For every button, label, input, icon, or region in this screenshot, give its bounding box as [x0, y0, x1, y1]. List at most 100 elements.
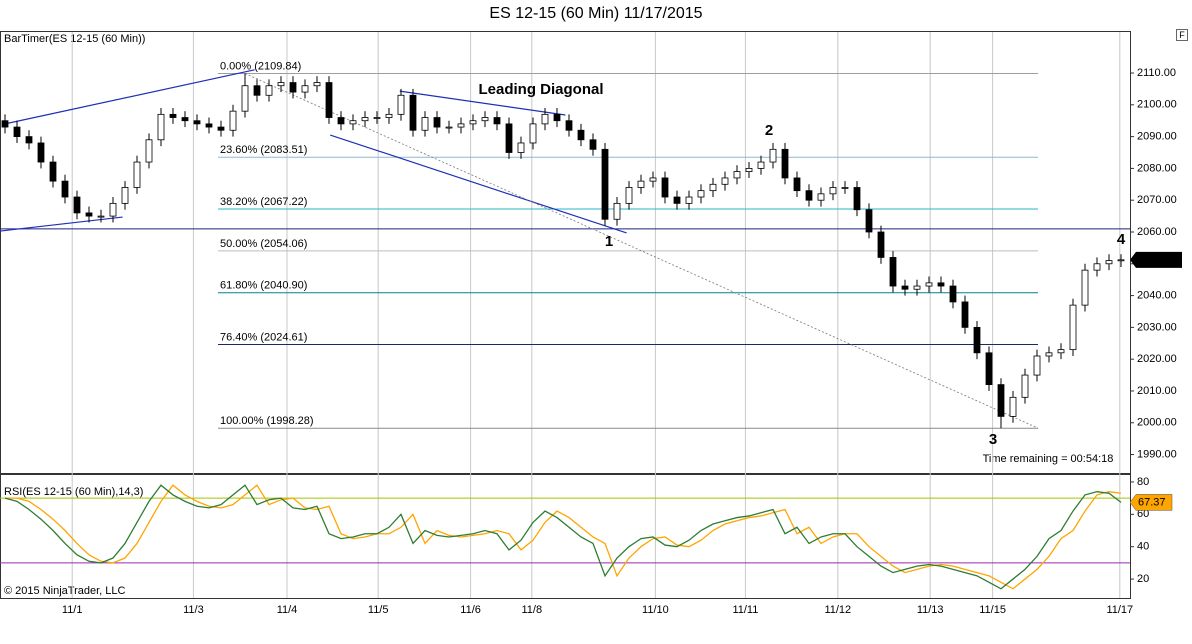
- candle-body: [85, 212, 93, 217]
- candle-body: [421, 117, 429, 131]
- y-tick-label: 2010.00: [1137, 385, 1177, 397]
- candle-body: [1117, 259, 1125, 262]
- x-tick-label: 11/10: [642, 604, 669, 616]
- candle-body: [589, 139, 597, 150]
- candle-body: [253, 85, 261, 96]
- candle-body: [997, 384, 1005, 417]
- fib-label: 61.80% (2040.90): [220, 280, 307, 292]
- x-tick-label: 11/17: [1106, 604, 1133, 616]
- annotation: Leading Diagonal: [478, 81, 603, 98]
- candle-body: [73, 196, 81, 214]
- candle-body: [505, 123, 513, 153]
- y-tick-label: 2020.00: [1137, 353, 1177, 365]
- candle-body: [1081, 269, 1089, 306]
- candle-body: [781, 148, 789, 179]
- candle-body: [301, 85, 309, 93]
- annotation: 1: [605, 233, 613, 250]
- candle-body: [265, 85, 273, 96]
- candle-body: [853, 187, 861, 211]
- candle-body: [577, 129, 585, 141]
- y-tick-label: 60: [1137, 508, 1149, 520]
- candle-body: [757, 161, 765, 169]
- candle-body: [157, 113, 165, 141]
- candle-body: [397, 94, 405, 115]
- candle-body: [241, 85, 249, 112]
- candle-body: [121, 187, 129, 204]
- candle-body: [1033, 355, 1041, 376]
- y-tick-label: 2100.00: [1137, 99, 1177, 111]
- indicator-label: BarTimer(ES 12-15 (60 Min)): [4, 33, 145, 45]
- button-label[interactable]: F: [1179, 30, 1185, 40]
- fib-label: 76.40% (2024.61): [220, 331, 307, 343]
- x-tick-label: 11/4: [277, 604, 298, 616]
- candle-body: [877, 231, 885, 258]
- candle-body: [361, 117, 369, 122]
- candle-body: [145, 139, 153, 163]
- trendline: [399, 90, 566, 116]
- candle-body: [721, 177, 729, 185]
- candle-body: [13, 126, 21, 138]
- candle-body: [793, 177, 801, 192]
- candle-body: [25, 136, 33, 144]
- trendline: [330, 134, 627, 234]
- rsi-tag-label: 67.37: [1138, 496, 1166, 508]
- y-tick-label: 2090.00: [1137, 131, 1177, 143]
- candle-body: [709, 183, 717, 192]
- candle-body: [1045, 352, 1053, 357]
- candle-body: [865, 209, 873, 233]
- candle-body: [325, 82, 333, 118]
- candle-body: [937, 282, 945, 287]
- button[interactable]: [1176, 29, 1188, 41]
- candle-body: [97, 215, 105, 218]
- y-tick-label: 2110.00: [1137, 67, 1176, 79]
- trendline: [4, 69, 255, 125]
- x-tick-label: 11/6: [460, 604, 481, 616]
- chart-title: ES 12-15 (60 Min) 11/17/2015: [489, 5, 702, 22]
- x-tick-label: 11/13: [917, 604, 944, 616]
- candle-body: [385, 113, 393, 118]
- x-tick-label: 11/11: [732, 604, 758, 616]
- candle-body: [289, 82, 297, 93]
- y-tick-label: 2030.00: [1137, 321, 1177, 333]
- rsi-line: [4, 484, 1122, 590]
- candle-body: [1093, 263, 1101, 271]
- annotation: 2: [765, 122, 773, 139]
- candle-body: [517, 142, 525, 153]
- candle-body: [481, 117, 489, 122]
- candle-body: [37, 142, 45, 163]
- candle-body: [193, 120, 201, 125]
- rsi-panel: [0, 474, 1131, 599]
- price-tag-label: 2051.25: [1138, 254, 1178, 266]
- candle-body: [889, 257, 897, 287]
- candle-body: [673, 196, 681, 204]
- candle-body: [133, 161, 141, 188]
- trendline: [244, 73, 1039, 429]
- candle-body: [1057, 349, 1065, 354]
- rsi-label: RSI(ES 12-15 (60 Min),14,3): [4, 486, 143, 498]
- x-tick-label: 11/5: [368, 604, 389, 616]
- candle-body: [61, 180, 69, 198]
- y-tick-label: 2060.00: [1137, 226, 1177, 238]
- candle-body: [829, 187, 837, 195]
- x-tick-label: 11/15: [979, 604, 1006, 616]
- candle-body: [949, 285, 957, 303]
- candle-body: [493, 117, 501, 125]
- time-remaining: Time remaining = 00:54:18: [983, 453, 1114, 465]
- y-tick-label: 2080.00: [1137, 162, 1177, 174]
- candle-body: [277, 82, 285, 87]
- candle-body: [565, 120, 573, 131]
- candle-body: [637, 180, 645, 188]
- candle-body: [913, 285, 921, 290]
- candle-body: [901, 285, 909, 290]
- candle-body: [217, 126, 225, 131]
- candle-body: [49, 161, 57, 182]
- candle-body: [649, 177, 657, 182]
- candle-body: [205, 123, 213, 128]
- candle-body: [745, 168, 753, 172]
- x-tick-label: 11/3: [183, 604, 204, 616]
- candle-body: [337, 117, 345, 125]
- candle-body: [625, 187, 633, 204]
- candle-body: [529, 123, 537, 144]
- candle-body: [109, 202, 117, 217]
